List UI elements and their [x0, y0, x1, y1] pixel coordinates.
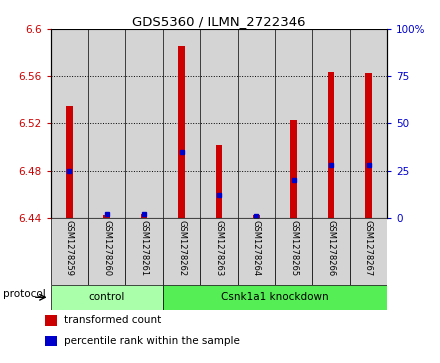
Bar [216, 145, 222, 218]
Bar [163, 285, 387, 310]
Text: GSM1278259: GSM1278259 [65, 220, 74, 276]
Text: GSM1278265: GSM1278265 [289, 220, 298, 276]
Text: GSM1278261: GSM1278261 [139, 220, 149, 276]
Title: GDS5360 / ILMN_2722346: GDS5360 / ILMN_2722346 [132, 15, 306, 28]
Bar [312, 218, 350, 285]
Bar [45, 315, 57, 326]
Bar [328, 72, 334, 218]
Text: protocol: protocol [3, 289, 45, 299]
Text: percentile rank within the sample: percentile rank within the sample [64, 336, 240, 346]
Bar [141, 214, 147, 218]
Bar [88, 218, 125, 285]
Bar [125, 218, 163, 285]
Bar [238, 29, 275, 218]
Bar [238, 218, 275, 285]
Bar [200, 218, 238, 285]
Bar [45, 336, 57, 346]
Text: Csnk1a1 knockdown: Csnk1a1 knockdown [221, 292, 329, 302]
Bar [253, 216, 260, 218]
Bar [66, 106, 73, 218]
Text: control: control [88, 292, 125, 302]
Bar [163, 29, 200, 218]
Bar [178, 45, 185, 218]
Text: GSM1278266: GSM1278266 [326, 220, 336, 276]
Bar [163, 218, 200, 285]
Bar [88, 29, 125, 218]
Bar [125, 29, 163, 218]
Bar [51, 29, 88, 218]
Bar [51, 285, 163, 310]
Bar [365, 73, 372, 218]
Bar [350, 29, 387, 218]
Text: GSM1278262: GSM1278262 [177, 220, 186, 276]
Bar [275, 218, 312, 285]
Text: GSM1278267: GSM1278267 [364, 220, 373, 276]
Bar [350, 218, 387, 285]
Bar [312, 29, 350, 218]
Text: GSM1278264: GSM1278264 [252, 220, 261, 276]
Text: GSM1278260: GSM1278260 [102, 220, 111, 276]
Bar [200, 29, 238, 218]
Bar [103, 216, 110, 218]
Text: transformed count: transformed count [64, 315, 161, 325]
Bar [290, 120, 297, 218]
Text: GSM1278263: GSM1278263 [214, 220, 224, 276]
Bar [51, 218, 88, 285]
Bar [275, 29, 312, 218]
